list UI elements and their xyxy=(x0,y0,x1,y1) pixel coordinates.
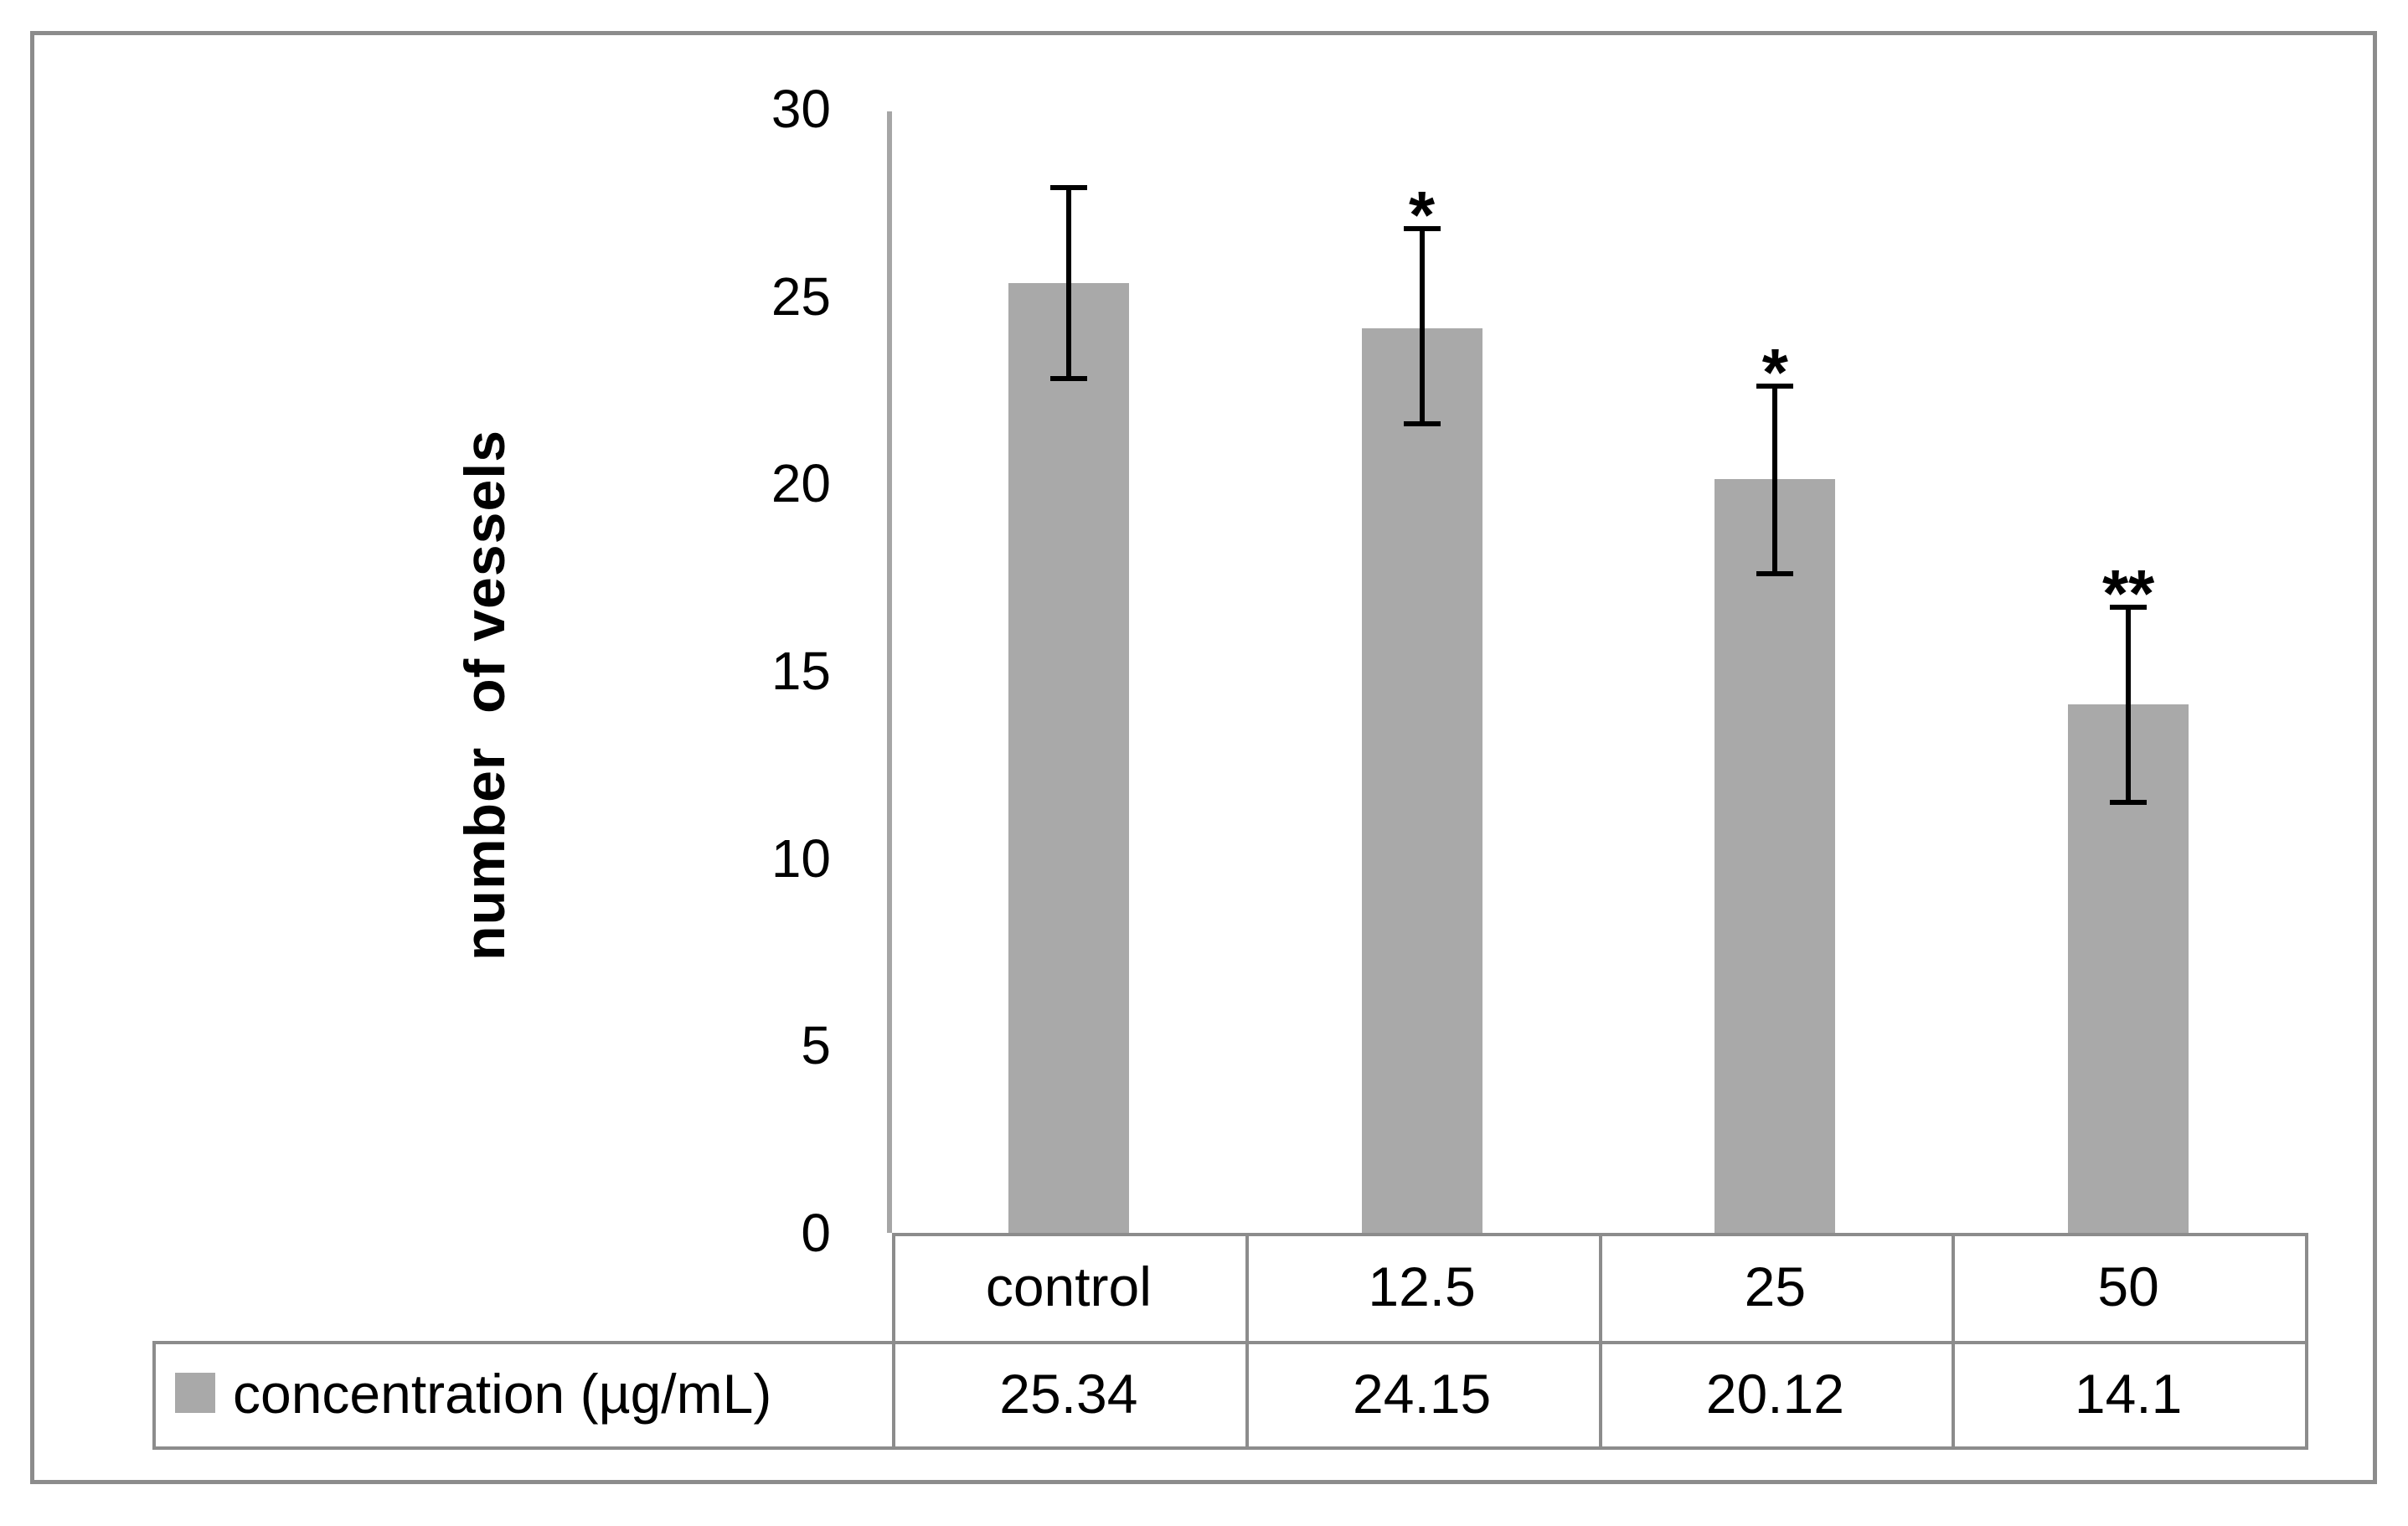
error-whisker-12.5 xyxy=(1419,229,1425,424)
y-tick-label-20: 20 xyxy=(771,453,831,514)
significance-marker-50: ** xyxy=(2101,555,2155,631)
significance-marker-12.5: * xyxy=(1409,178,1436,253)
y-tick-label-15: 15 xyxy=(771,641,831,701)
error-cap-top-12.5 xyxy=(1403,226,1441,232)
y-tick-label-30: 30 xyxy=(771,79,831,139)
table-line-col-4 xyxy=(2305,1233,2308,1446)
value-cell-50: 14.1 xyxy=(2074,1363,2183,1425)
error-cap-bottom-12.5 xyxy=(1403,420,1441,426)
error-whisker-25 xyxy=(1772,386,1778,574)
significance-marker-25: * xyxy=(1761,335,1788,410)
value-cell-control: 25.34 xyxy=(999,1363,1138,1425)
table-line-bottom xyxy=(152,1446,2308,1450)
y-tick-label-10: 10 xyxy=(771,827,831,889)
y-tick-label-5: 5 xyxy=(801,1015,831,1076)
bar-25 xyxy=(1714,478,1836,1233)
value-cell-25: 20.12 xyxy=(1705,1363,1844,1425)
table-line-col-2 xyxy=(1598,1233,1602,1446)
error-cap-bottom-control xyxy=(1049,376,1087,382)
table-line-col-3 xyxy=(1952,1233,1956,1446)
category-cell-control: control xyxy=(985,1255,1152,1317)
table-line-value-top xyxy=(152,1341,2308,1344)
legend-swatch-icon xyxy=(175,1373,215,1413)
y-tick-label-25: 25 xyxy=(771,266,831,327)
category-cell-25: 25 xyxy=(1744,1255,1807,1317)
error-cap-bottom-25 xyxy=(1756,570,1794,576)
y-axis-title: number of vessels xyxy=(453,429,517,961)
error-cap-top-50 xyxy=(2110,604,2148,610)
error-cap-bottom-50 xyxy=(2110,799,2148,805)
bar-control xyxy=(1008,283,1129,1233)
bar-12.5 xyxy=(1361,327,1482,1233)
figure-outer-border xyxy=(30,31,2377,1484)
error-whisker-control xyxy=(1065,187,1071,379)
error-cap-top-control xyxy=(1049,184,1087,190)
table-line-legend-left xyxy=(152,1341,156,1446)
error-whisker-50 xyxy=(2126,606,2132,802)
table-line-col-1 xyxy=(1245,1233,1249,1446)
category-cell-12.5: 12.5 xyxy=(1368,1255,1476,1317)
table-line-col-0 xyxy=(892,1233,895,1446)
error-cap-top-25 xyxy=(1756,384,1794,389)
y-axis-line xyxy=(887,111,892,1233)
value-cell-12.5: 24.15 xyxy=(1353,1363,1492,1425)
y-tick-label-0: 0 xyxy=(801,1203,831,1263)
category-cell-50: 50 xyxy=(2097,1255,2159,1317)
legend-series-label: concentration (µg/mL) xyxy=(233,1363,772,1425)
